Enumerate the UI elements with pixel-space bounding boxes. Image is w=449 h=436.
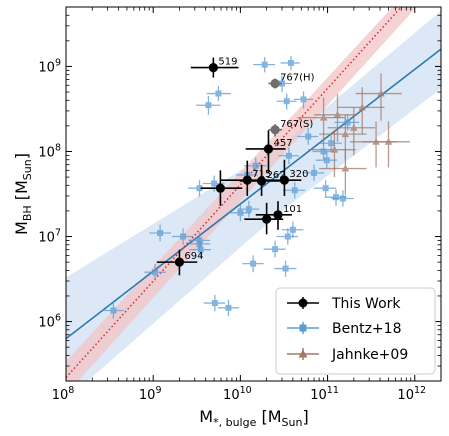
- this-work-point: [268, 124, 282, 137]
- galaxy-label: 101: [283, 204, 302, 215]
- bentz18-point: [280, 56, 300, 71]
- x-axis-title: M*, bulge [MSun]: [199, 407, 308, 429]
- x-tick-label: 109: [139, 385, 162, 403]
- bentz18-point: [276, 228, 299, 245]
- bentz18-point: [283, 182, 305, 199]
- legend-entry-this-work: This Work: [287, 296, 401, 312]
- bentz18-point: [242, 255, 264, 273]
- best-fit-line: [66, 48, 441, 340]
- bentz18-point: [206, 85, 231, 102]
- galaxy-label: 694: [184, 251, 203, 262]
- galaxy-label: 320: [289, 169, 308, 180]
- jahnke09-point: [362, 121, 410, 168]
- bentz18-point: [189, 241, 211, 258]
- y-tick-label: 109: [38, 57, 61, 75]
- galaxy-label: 519: [218, 57, 237, 68]
- bentz18-point: [276, 93, 297, 110]
- axis-ticks: [65, 6, 442, 382]
- bentz18-point: [277, 147, 299, 165]
- legend-box: [275, 287, 436, 375]
- bentz18-point: [217, 299, 240, 317]
- confidence-bands: [66, 7, 441, 381]
- x-tick-label: 1011: [310, 385, 339, 403]
- bentz18-point: [312, 143, 334, 160]
- bentz18-point: [228, 204, 251, 222]
- reference-relation-line: [66, 7, 403, 378]
- relation-lines: [66, 7, 441, 378]
- legend-label-bentz18: Bentz+18: [332, 321, 401, 337]
- bentz18-point: [314, 180, 337, 197]
- bentz18-point: [144, 264, 166, 281]
- galaxy-label: 262: [267, 170, 286, 181]
- series-this-work: [156, 57, 302, 276]
- x-tick-label: 1012: [397, 385, 426, 403]
- x-tick-label: 1010: [223, 385, 252, 403]
- galaxy-label: 715: [252, 169, 271, 180]
- bentz18-point: [172, 228, 194, 245]
- y-tick-label: 107: [38, 228, 61, 246]
- this-work-point: [239, 164, 281, 196]
- y-tick-label: 106: [38, 313, 61, 331]
- this-work-point: [200, 170, 243, 206]
- jahnke09-point: [355, 73, 402, 121]
- bentz18-point: [315, 151, 337, 169]
- x-tick-label: 108: [52, 385, 75, 403]
- this-work-point: [262, 159, 302, 196]
- bentz18-point: [102, 302, 124, 319]
- y-axis-title: MBH [MSun]: [12, 153, 34, 235]
- bentz18-point: [237, 200, 260, 218]
- jahnke09-point: [327, 107, 376, 156]
- legend-label-this-work: This Work: [331, 296, 401, 312]
- bentz18-point: [253, 57, 276, 73]
- this-work-point: [268, 78, 282, 89]
- data-points: [102, 56, 410, 319]
- bentz18-point: [319, 135, 342, 152]
- bentz18-point: [297, 127, 319, 145]
- reference-relation-band: [66, 7, 417, 381]
- x-tick-labels: 108 109 1010 1011 1012: [52, 385, 426, 403]
- bentz18-point: [281, 221, 304, 239]
- this-work-point: [190, 57, 239, 78]
- plot-frame: [65, 6, 442, 382]
- galaxy-label: 767(H): [280, 73, 315, 84]
- bentz18-point: [293, 91, 313, 109]
- this-work-point: [156, 249, 198, 276]
- legend-label-jahnke09: Jahnke+09: [331, 347, 408, 363]
- bentz18-point: [196, 95, 221, 115]
- this-work-point: [255, 201, 292, 230]
- legend-entry-bentz18: Bentz+18: [287, 321, 401, 337]
- jahnke09-point: [297, 97, 346, 145]
- legend-entry-jahnke09: Jahnke+09: [287, 347, 408, 363]
- bentz18-point: [203, 294, 226, 312]
- bentz18-point: [331, 190, 354, 207]
- legend: This Work Bentz+18 Jahnke+09: [275, 287, 436, 375]
- galaxy-label: 457: [273, 138, 292, 149]
- bentz18-point: [334, 114, 360, 131]
- bentz18-point: [274, 260, 297, 277]
- bentz18-point: [263, 240, 286, 258]
- jahnke09-point: [337, 87, 385, 135]
- y-tick-labels: 106 107 108 109: [38, 57, 61, 330]
- y-tick-label: 108: [38, 142, 61, 160]
- galaxy-label: 767(S): [280, 119, 313, 130]
- bentz18-point: [149, 224, 171, 242]
- this-work-point: [245, 130, 286, 174]
- bentz18-point: [302, 164, 325, 181]
